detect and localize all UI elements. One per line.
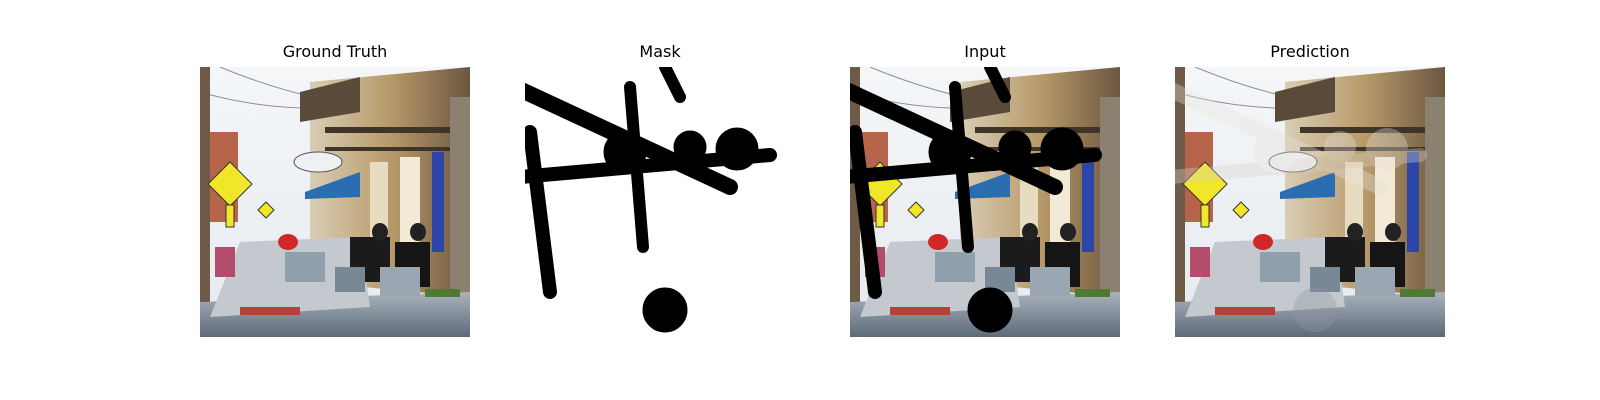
masked-street-scene <box>850 67 1120 337</box>
mask-strokes <box>525 67 795 337</box>
mask-image <box>525 67 795 337</box>
ground-truth-title: Ground Truth <box>282 42 388 61</box>
input-image <box>850 67 1120 337</box>
prediction-title: Prediction <box>1270 42 1350 61</box>
street-scene-photo <box>200 67 470 337</box>
mask-title: Mask <box>639 42 681 61</box>
input-title: Input <box>964 42 1006 61</box>
prediction-image <box>1175 67 1445 337</box>
inpainted-street-scene <box>1175 67 1445 337</box>
ground-truth-image <box>200 67 470 337</box>
